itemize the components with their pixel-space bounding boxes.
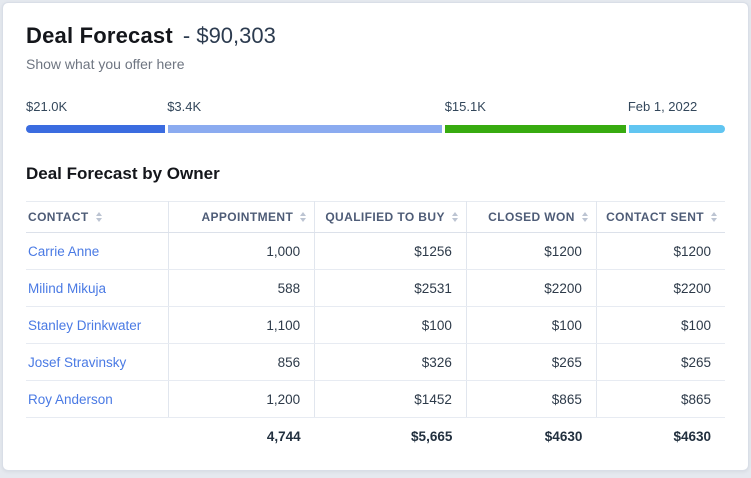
bar-segment[interactable] — [168, 125, 443, 133]
table-row: Carrie Anne 1,000 $1256 $1200 $1200 — [26, 232, 725, 270]
deal-forecast-card: Deal Forecast - $90,303 Show what you of… — [2, 2, 749, 471]
value-cell: $2200 — [596, 269, 725, 307]
contact-cell: Josef Stravinsky — [26, 343, 170, 381]
bar-segment[interactable] — [445, 125, 627, 133]
total-cell: $5,665 — [411, 428, 453, 444]
value-cell: 856 — [168, 343, 316, 381]
value-cell: 1,200 — [168, 380, 316, 418]
forecast-table-totals: 4,744 $5,665 $4630 $4630 — [26, 418, 725, 455]
contact-cell: Roy Anderson — [26, 380, 170, 418]
contact-link[interactable]: Roy Anderson — [28, 391, 113, 407]
table-row: Roy Anderson 1,200 $1452 $865 $865 — [26, 380, 725, 418]
forecast-progress: $21.0K $3.4K $15.1K Feb 1, 2022 — [26, 99, 725, 133]
section-title: Deal Forecast by Owner — [26, 164, 220, 183]
contact-link[interactable]: Josef Stravinsky — [28, 354, 127, 370]
value-cell: $1200 — [466, 232, 597, 270]
forecast-total-value: - $90,303 — [182, 23, 276, 48]
sort-icon[interactable] — [95, 211, 102, 222]
total-cell: $4630 — [544, 428, 583, 444]
table-row: Stanley Drinkwater 1,100 $100 $100 $100 — [26, 306, 725, 344]
page-title: Deal Forecast - $90,303 — [26, 23, 725, 49]
column-header-label: CONTACT — [28, 210, 89, 224]
contact-cell: Milind Mikuja — [26, 269, 170, 307]
value-cell: $100 — [596, 306, 725, 344]
value-cell: $2200 — [466, 269, 597, 307]
sort-icon[interactable] — [711, 211, 717, 222]
column-header-contact-sent[interactable]: CONTACT SENT — [596, 201, 725, 233]
sort-icon[interactable] — [451, 211, 458, 222]
value-cell: $265 — [596, 343, 725, 381]
value-cell: $865 — [596, 380, 725, 418]
contact-link[interactable]: Carrie Anne — [28, 243, 100, 259]
bar-segment-label: $21.0K — [26, 99, 68, 114]
totals-row: 4,744 $5,665 $4630 $4630 — [26, 418, 725, 455]
page-subtitle: Show what you offer here — [26, 56, 185, 72]
column-header-label: CLOSED WON — [488, 210, 575, 224]
sort-icon[interactable] — [300, 211, 307, 222]
bar-segment[interactable] — [26, 125, 166, 133]
bar-segment-label: Feb 1, 2022 — [627, 99, 698, 114]
contact-link[interactable]: Stanley Drinkwater — [28, 317, 142, 333]
forecast-table: CONTACT APPOINTMENT QUALIFIED TO BUY CLOSED… — [26, 201, 725, 455]
table-row: Josef Stravinsky 856 $326 $265 $265 — [26, 343, 725, 381]
contact-cell: Stanley Drinkwater — [26, 306, 170, 344]
total-cell: $4630 — [673, 428, 711, 444]
value-cell: $326 — [314, 343, 467, 381]
value-cell: $265 — [466, 343, 597, 381]
table-row: Milind Mikuja 588 $2531 $2200 $2200 — [26, 269, 725, 307]
contact-cell: Carrie Anne — [26, 232, 170, 270]
value-cell: $2531 — [314, 269, 467, 307]
column-header-label: CONTACT SENT — [606, 210, 704, 224]
column-header-closed-won[interactable]: CLOSED WON — [466, 201, 597, 233]
column-header-qualified-to-buy[interactable]: QUALIFIED TO BUY — [314, 201, 467, 233]
sort-icon[interactable] — [581, 211, 588, 222]
column-header-label: QUALIFIED TO BUY — [325, 210, 445, 224]
column-header-contact[interactable]: CONTACT — [26, 201, 170, 233]
total-cell — [26, 418, 169, 455]
value-cell: $865 — [466, 380, 597, 418]
column-header-appointment[interactable]: APPOINTMENT — [168, 201, 316, 233]
bar-labels: $21.0K $3.4K $15.1K Feb 1, 2022 — [26, 99, 725, 115]
value-cell: $1256 — [314, 232, 467, 270]
value-cell: $1200 — [596, 232, 725, 270]
value-cell: 588 — [168, 269, 316, 307]
value-cell: $100 — [466, 306, 597, 344]
contact-link[interactable]: Milind Mikuja — [28, 280, 107, 296]
bar-segment[interactable] — [629, 125, 725, 133]
forecast-progress-bar — [26, 125, 725, 133]
value-cell: 1,000 — [168, 232, 316, 270]
total-cell: 4,744 — [266, 428, 301, 444]
page-title-text: Deal Forecast — [26, 23, 173, 48]
bar-segment-label: $3.4K — [167, 99, 202, 114]
value-cell: $1452 — [314, 380, 467, 418]
forecast-table-head: CONTACT APPOINTMENT QUALIFIED TO BUY CLOSED… — [26, 201, 725, 233]
column-header-label: APPOINTMENT — [201, 210, 294, 224]
value-cell: $100 — [314, 306, 467, 344]
forecast-table-body: Carrie Anne 1,000 $1256 $1200 $1200 Milind Mi… — [26, 232, 725, 418]
bar-segment-label: $15.1K — [444, 99, 486, 114]
value-cell: 1,100 — [168, 306, 316, 344]
